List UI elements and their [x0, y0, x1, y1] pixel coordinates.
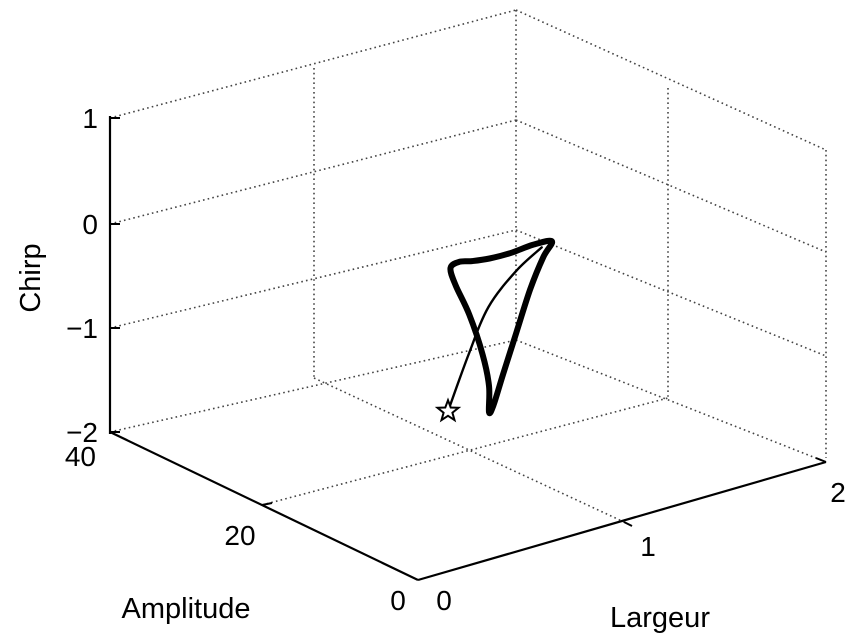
chirp-tick-label: 1	[82, 103, 98, 134]
amplitude-tick-label: 40	[65, 441, 96, 472]
chirp-tick-label: 0	[82, 209, 98, 240]
axes	[108, 116, 827, 582]
amplitude-tick-label: 0	[390, 585, 406, 616]
amplitude-axis-label: Amplitude	[122, 593, 251, 625]
chirp-tick-label: −1	[66, 313, 98, 344]
chirp-axis-label: Chirp	[15, 243, 47, 312]
largeur-axis-label: Largeur	[610, 602, 710, 634]
largeur-tick-label: 2	[830, 477, 846, 508]
largeur-tick-label: 0	[436, 585, 452, 616]
grid-line	[515, 229, 827, 357]
largeur-axis-line	[417, 460, 827, 582]
grid-line	[515, 9, 827, 151]
trajectory-curves	[434, 237, 556, 423]
grid-line	[109, 119, 517, 225]
largeur-tick-label: 1	[640, 531, 656, 562]
chirp-tick-label: −2	[66, 417, 98, 448]
largeur-tick	[623, 521, 633, 527]
grid-line	[515, 339, 827, 463]
tick-labels: 1 0 −1 −2 40 20 0 0 1 2	[65, 103, 846, 616]
amplitude-tick	[261, 502, 273, 506]
grid-line	[313, 377, 625, 523]
amplitude-axis-line	[109, 431, 419, 581]
grid-line	[515, 119, 827, 253]
largeur-tick	[815, 457, 827, 463]
grid-line	[109, 9, 517, 119]
grid-lines	[109, 9, 827, 523]
grid-line	[109, 339, 517, 433]
limit-cycle-line	[447, 237, 556, 417]
grid-line	[261, 397, 669, 506]
start-point-star-marker	[434, 397, 462, 423]
amplitude-tick-label: 20	[224, 520, 255, 551]
transient-trajectory-line	[446, 246, 543, 413]
